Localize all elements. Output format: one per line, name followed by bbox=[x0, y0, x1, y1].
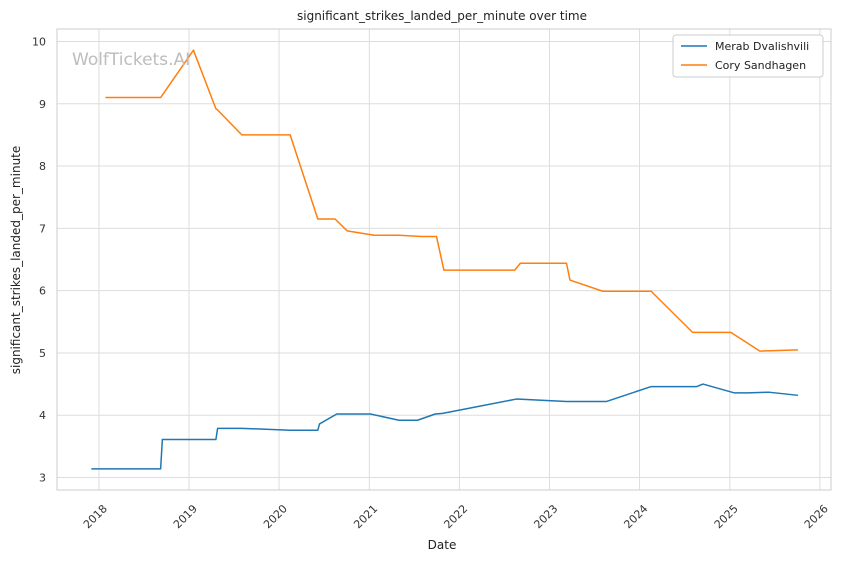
y-tick-label-10: 10 bbox=[32, 35, 46, 48]
y-tick-label-5: 5 bbox=[39, 347, 46, 360]
legend-label-cory-sandhagen: Cory Sandhagen bbox=[715, 59, 806, 72]
watermark-text: WolfTickets.AI bbox=[72, 50, 190, 70]
y-tick-label-8: 8 bbox=[39, 160, 46, 173]
y-tick-label-7: 7 bbox=[39, 222, 46, 235]
chart-title: significant_strikes_landed_per_minute ov… bbox=[297, 9, 587, 23]
legend-box bbox=[672, 34, 824, 78]
y-axis-label: significant_strikes_landed_per_minute bbox=[9, 146, 23, 375]
plot-area-frame bbox=[56, 28, 832, 491]
legend: Merab Dvalishvili Cory Sandhagen bbox=[672, 34, 824, 78]
series-lines bbox=[91, 49, 799, 470]
legend-label-merab-dvalishvili: Merab Dvalishvili bbox=[715, 40, 809, 53]
y-axis-ticks: 3 4 5 6 7 8 9 10 bbox=[32, 35, 46, 484]
x-axis-label: Date bbox=[428, 538, 457, 552]
y-tick-label-3: 3 bbox=[39, 472, 46, 485]
y-tick-label-4: 4 bbox=[39, 409, 46, 422]
grid-lines bbox=[57, 29, 831, 490]
y-tick-label-6: 6 bbox=[39, 285, 46, 298]
y-tick-label-9: 9 bbox=[39, 98, 46, 111]
series-line-merab-dvalishvili bbox=[91, 383, 799, 470]
series-line-cory-sandhagen bbox=[105, 49, 798, 352]
